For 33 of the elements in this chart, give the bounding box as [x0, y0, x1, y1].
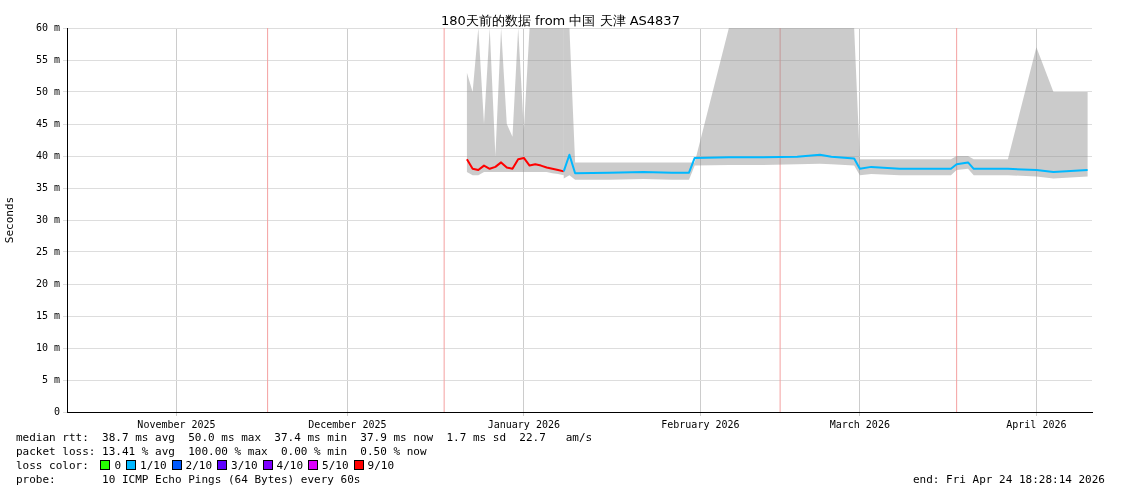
x-tick-label: March 2026	[829, 418, 890, 430]
y-tick-label: 5 m	[41, 373, 60, 385]
text: packet loss: 13.41 % avg 100.00 % max 0.00 % min 0.50 % now	[16, 445, 428, 459]
y-tick-label: 25 m	[35, 245, 60, 257]
x-tick-label: December 2025	[308, 418, 387, 430]
legend-label: 2/10	[185, 459, 213, 472]
y-tick-label: 30 m	[35, 213, 60, 225]
y-axis-title: Seconds	[3, 196, 17, 244]
y-tick-label: 50 m	[35, 85, 60, 97]
legend-label: 9/10	[367, 459, 395, 472]
x-tick-label: January 2026	[487, 418, 560, 430]
y-tick-label: 55 m	[35, 53, 60, 65]
text: end: Fri Apr 24 18:28:14 2026	[912, 473, 1105, 486]
y-tick-label: 10 m	[35, 341, 60, 353]
chart-title: 180天前的数据 from 中国 天津 AS4837	[441, 13, 680, 28]
y-tick-label: 0	[53, 405, 60, 417]
y-tick-label: 40 m	[35, 149, 60, 161]
text: median rtt: 38.7 ms avg 50.0 ms max 37.4 ms min 37.9 ms now 1.7 ms sd 22.7 am/s	[16, 431, 593, 445]
x-tick-label: April 2026	[1006, 418, 1067, 430]
y-tick-label: 15 m	[35, 309, 60, 321]
x-tick-label: November 2025	[137, 418, 216, 430]
legend-label: 0	[114, 459, 122, 472]
y-tick-label: 45 m	[35, 117, 60, 129]
y-tick-label: 35 m	[35, 181, 60, 193]
y-tick-label: 20 m	[35, 277, 60, 289]
y-tick-label: 60 m	[35, 21, 60, 33]
x-tick-label: February 2026	[661, 418, 740, 430]
legend-label: 5/10	[322, 459, 349, 472]
legend-title: loss color:	[16, 459, 89, 472]
legend-label: 3/10	[231, 459, 258, 472]
legend-label: 4/10	[276, 459, 304, 472]
text: probe: 10 ICMP Echo Pings (64 Bytes) every 60s	[16, 473, 362, 487]
legend-label: 1/10	[140, 459, 167, 472]
